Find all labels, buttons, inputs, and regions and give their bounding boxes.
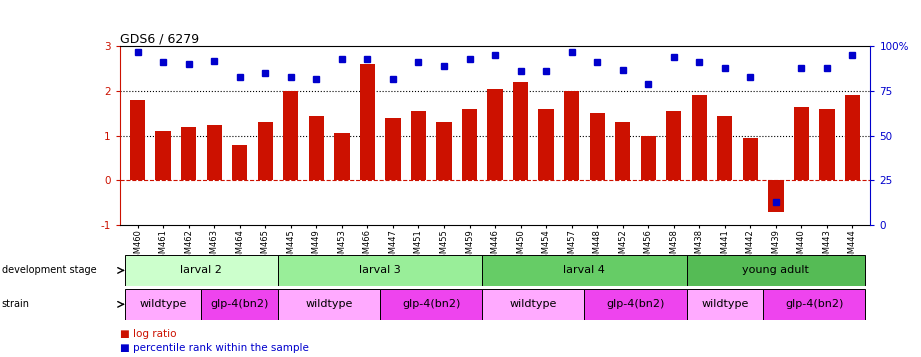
- Bar: [130, 100, 146, 180]
- Text: strain: strain: [2, 299, 29, 310]
- Text: ■ percentile rank within the sample: ■ percentile rank within the sample: [120, 343, 309, 353]
- Bar: [380, 289, 483, 320]
- Text: GDS6 / 6279: GDS6 / 6279: [120, 32, 199, 45]
- Bar: [845, 95, 860, 180]
- Bar: [692, 95, 707, 180]
- Bar: [437, 122, 451, 180]
- Text: wildtype: wildtype: [701, 299, 749, 310]
- Bar: [820, 109, 834, 180]
- Bar: [258, 122, 273, 180]
- Bar: [202, 289, 278, 320]
- Bar: [278, 289, 380, 320]
- Text: glp-4(bn2): glp-4(bn2): [785, 299, 844, 310]
- Bar: [483, 255, 686, 286]
- Text: ■ log ratio: ■ log ratio: [120, 329, 176, 339]
- Text: wildtype: wildtype: [306, 299, 353, 310]
- Text: glp-4(bn2): glp-4(bn2): [211, 299, 269, 310]
- Bar: [283, 91, 298, 180]
- Bar: [125, 255, 278, 286]
- Bar: [232, 145, 248, 180]
- Text: larval 4: larval 4: [564, 265, 605, 276]
- Text: larval 3: larval 3: [359, 265, 401, 276]
- Text: wildtype: wildtype: [509, 299, 557, 310]
- Bar: [666, 111, 682, 180]
- Bar: [385, 118, 401, 180]
- Bar: [206, 125, 222, 180]
- Bar: [686, 255, 865, 286]
- Text: development stage: development stage: [2, 265, 97, 276]
- Bar: [513, 82, 529, 180]
- Bar: [641, 136, 656, 180]
- Bar: [768, 180, 784, 211]
- Bar: [125, 289, 202, 320]
- Bar: [278, 255, 483, 286]
- Bar: [742, 138, 758, 180]
- Bar: [334, 134, 349, 180]
- Bar: [309, 116, 324, 180]
- Bar: [717, 116, 732, 180]
- Bar: [461, 109, 477, 180]
- Text: wildtype: wildtype: [139, 299, 187, 310]
- Bar: [686, 289, 764, 320]
- Bar: [615, 122, 630, 180]
- Bar: [585, 289, 686, 320]
- Bar: [181, 127, 196, 180]
- Bar: [564, 91, 579, 180]
- Bar: [794, 107, 809, 180]
- Bar: [360, 64, 375, 180]
- Text: glp-4(bn2): glp-4(bn2): [606, 299, 665, 310]
- Bar: [487, 89, 503, 180]
- Bar: [156, 131, 170, 180]
- Bar: [483, 289, 585, 320]
- Text: young adult: young adult: [742, 265, 810, 276]
- Bar: [411, 111, 426, 180]
- Bar: [764, 289, 865, 320]
- Text: larval 2: larval 2: [181, 265, 222, 276]
- Text: glp-4(bn2): glp-4(bn2): [402, 299, 460, 310]
- Bar: [589, 114, 605, 180]
- Bar: [539, 109, 554, 180]
